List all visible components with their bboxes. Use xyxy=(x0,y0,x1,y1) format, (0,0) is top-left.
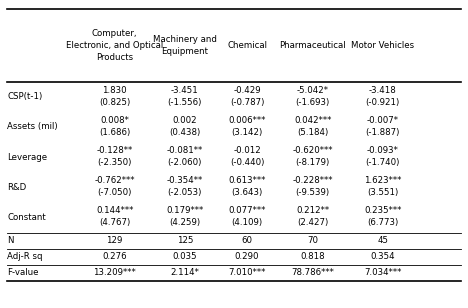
Text: -3.451: -3.451 xyxy=(171,86,199,95)
Text: F-value: F-value xyxy=(7,268,38,277)
Text: Pharmaceutical: Pharmaceutical xyxy=(279,41,346,50)
Text: (-8.179): (-8.179) xyxy=(295,158,330,167)
Text: (5.184): (5.184) xyxy=(297,128,328,137)
Text: (4.767): (4.767) xyxy=(99,218,130,227)
Text: Machinery and
Equipment: Machinery and Equipment xyxy=(153,35,217,56)
Text: -3.418: -3.418 xyxy=(369,86,397,95)
Text: -0.429: -0.429 xyxy=(233,86,261,95)
Text: 0.077***: 0.077*** xyxy=(228,206,266,215)
Text: (-1.887): (-1.887) xyxy=(366,128,400,137)
Text: (2.427): (2.427) xyxy=(297,218,328,227)
Text: (-0.440): (-0.440) xyxy=(230,158,264,167)
Text: -5.042*: -5.042* xyxy=(297,86,329,95)
Text: 7.010***: 7.010*** xyxy=(228,268,266,277)
Text: 129: 129 xyxy=(107,236,123,245)
Text: 0.290: 0.290 xyxy=(235,252,259,261)
Text: (-2.053): (-2.053) xyxy=(168,188,202,197)
Text: Computer,
Electronic, and Optical
Products: Computer, Electronic, and Optical Produc… xyxy=(66,29,163,62)
Text: Constant: Constant xyxy=(7,213,46,222)
Text: 78.786***: 78.786*** xyxy=(291,268,334,277)
Text: -0.128**: -0.128** xyxy=(96,146,133,155)
Text: (6.773): (6.773) xyxy=(367,218,398,227)
Text: Leverage: Leverage xyxy=(7,152,47,162)
Text: (-0.787): (-0.787) xyxy=(230,98,264,107)
Text: (4.259): (4.259) xyxy=(169,218,200,227)
Text: (3.551): (3.551) xyxy=(367,188,398,197)
Text: (1.686): (1.686) xyxy=(99,128,130,137)
Text: (-2.060): (-2.060) xyxy=(168,158,202,167)
Text: -0.228***: -0.228*** xyxy=(292,176,333,185)
Text: 60: 60 xyxy=(241,236,253,245)
Text: 1.830: 1.830 xyxy=(102,86,127,95)
Text: (0.825): (0.825) xyxy=(99,98,130,107)
Text: -0.762***: -0.762*** xyxy=(95,176,135,185)
Text: 0.235***: 0.235*** xyxy=(364,206,402,215)
Text: 0.354: 0.354 xyxy=(371,252,395,261)
Text: 13.209***: 13.209*** xyxy=(93,268,136,277)
Text: 0.042***: 0.042*** xyxy=(294,116,331,125)
Text: 1.623***: 1.623*** xyxy=(364,176,402,185)
Text: (-9.539): (-9.539) xyxy=(296,188,329,197)
Text: Adj-R sq: Adj-R sq xyxy=(7,252,43,261)
Text: (3.142): (3.142) xyxy=(232,128,263,137)
Text: (-1.556): (-1.556) xyxy=(168,98,202,107)
Text: (-0.921): (-0.921) xyxy=(366,98,400,107)
Text: (-7.050): (-7.050) xyxy=(97,188,132,197)
Text: Motor Vehicles: Motor Vehicles xyxy=(351,41,414,50)
Text: 0.179***: 0.179*** xyxy=(166,206,204,215)
Text: 0.144***: 0.144*** xyxy=(96,206,133,215)
Text: (0.438): (0.438) xyxy=(169,128,200,137)
Text: 7.034***: 7.034*** xyxy=(364,268,402,277)
Text: 0.818: 0.818 xyxy=(300,252,325,261)
Text: (-1.693): (-1.693) xyxy=(295,98,330,107)
Text: 0.035: 0.035 xyxy=(173,252,197,261)
Text: -0.081**: -0.081** xyxy=(167,146,203,155)
Text: -0.093*: -0.093* xyxy=(367,146,399,155)
Text: CSP(t-1): CSP(t-1) xyxy=(7,92,42,101)
Text: 0.008*: 0.008* xyxy=(100,116,129,125)
Text: 0.276: 0.276 xyxy=(102,252,127,261)
Text: (3.643): (3.643) xyxy=(232,188,263,197)
Text: 2.114*: 2.114* xyxy=(170,268,199,277)
Text: N: N xyxy=(7,236,14,245)
Text: (-2.350): (-2.350) xyxy=(97,158,132,167)
Text: R&D: R&D xyxy=(7,183,26,192)
Text: 0.212**: 0.212** xyxy=(296,206,329,215)
Text: -0.354**: -0.354** xyxy=(167,176,203,185)
Text: 0.006***: 0.006*** xyxy=(228,116,266,125)
Text: -0.620***: -0.620*** xyxy=(292,146,333,155)
Text: Chemical: Chemical xyxy=(227,41,267,50)
Text: 70: 70 xyxy=(307,236,318,245)
Text: 45: 45 xyxy=(377,236,388,245)
Text: 0.613***: 0.613*** xyxy=(228,176,266,185)
Text: (4.109): (4.109) xyxy=(232,218,263,227)
Text: 0.002: 0.002 xyxy=(173,116,197,125)
Text: -0.012: -0.012 xyxy=(233,146,261,155)
Text: Assets (mil): Assets (mil) xyxy=(7,122,58,132)
Text: 125: 125 xyxy=(176,236,193,245)
Text: -0.007*: -0.007* xyxy=(367,116,399,125)
Text: (-1.740): (-1.740) xyxy=(366,158,400,167)
